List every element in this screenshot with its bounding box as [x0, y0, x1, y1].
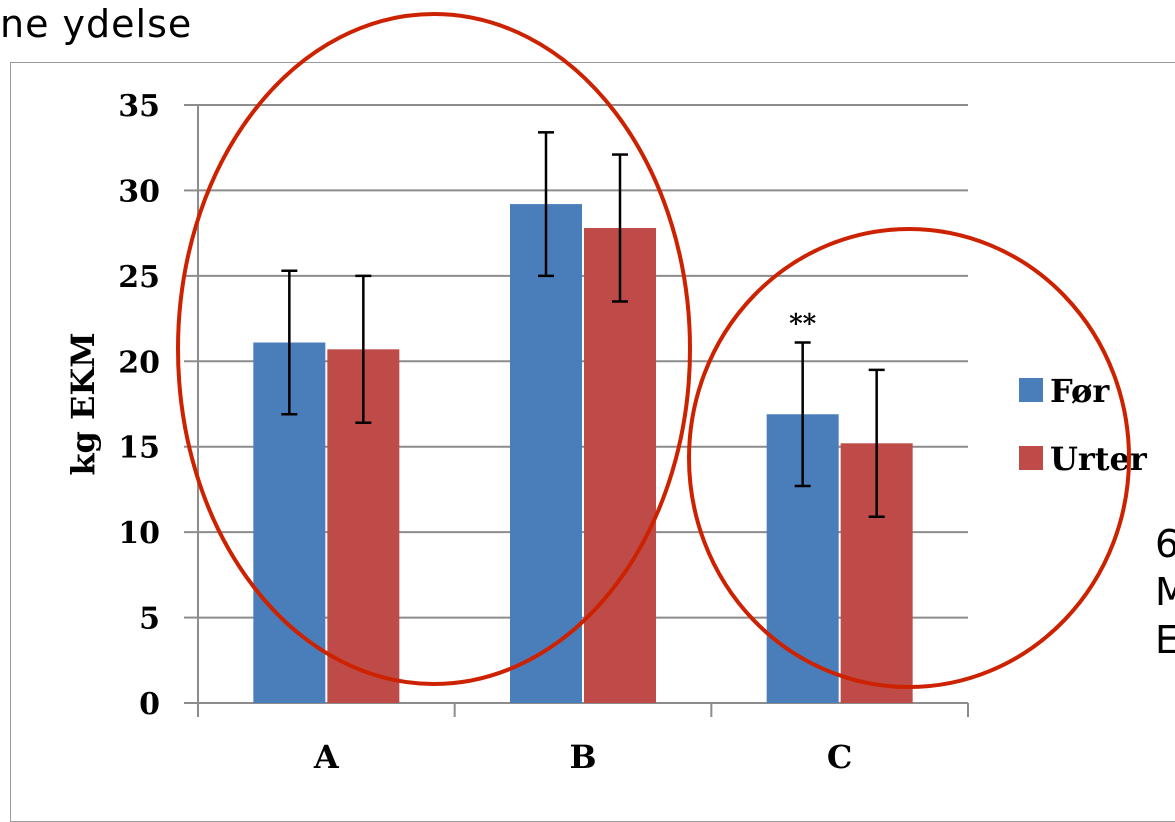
y-axis-ticks: 0 5 10 15 20 25 30 35 [118, 89, 198, 722]
legend-swatch [1019, 446, 1043, 470]
legend-label: Før [1050, 372, 1110, 410]
gridlines [198, 104, 968, 619]
x-axis-labels: A B C [313, 738, 852, 776]
y-tick-label: 35 [118, 89, 160, 124]
highlight-ellipses [176, 12, 1131, 689]
significance-annotation: ** [789, 309, 817, 339]
highlight-ellipse [687, 227, 1131, 689]
y-tick-label: 15 [118, 431, 160, 466]
y-tick-label: 20 [118, 345, 160, 380]
legend: Før Urter [1019, 372, 1148, 478]
y-tick-label: 5 [139, 602, 160, 637]
bar [510, 204, 582, 703]
legend-label: Urter [1050, 440, 1148, 478]
bars [253, 204, 913, 703]
y-tick-label: 30 [118, 174, 160, 209]
bar-chart: 0 5 10 15 20 25 30 35 A B C ** kg EKM Før Urter [64, 12, 1148, 776]
page-heading: ne ydelse [0, 2, 193, 46]
x-tick-label: B [569, 738, 596, 776]
annotations: ** [789, 309, 817, 339]
side-text: 6 M E [1155, 522, 1175, 662]
y-tick-label: 0 [139, 687, 160, 722]
bar [584, 228, 656, 703]
error-bars [281, 131, 885, 519]
highlight-ellipse [176, 12, 692, 686]
x-tick-label: C [827, 738, 852, 776]
x-tick-label: A [313, 738, 340, 776]
y-tick-label: 10 [118, 516, 160, 551]
legend-swatch [1019, 378, 1043, 402]
y-axis-label: kg EKM [64, 332, 102, 475]
y-tick-label: 25 [118, 260, 160, 295]
